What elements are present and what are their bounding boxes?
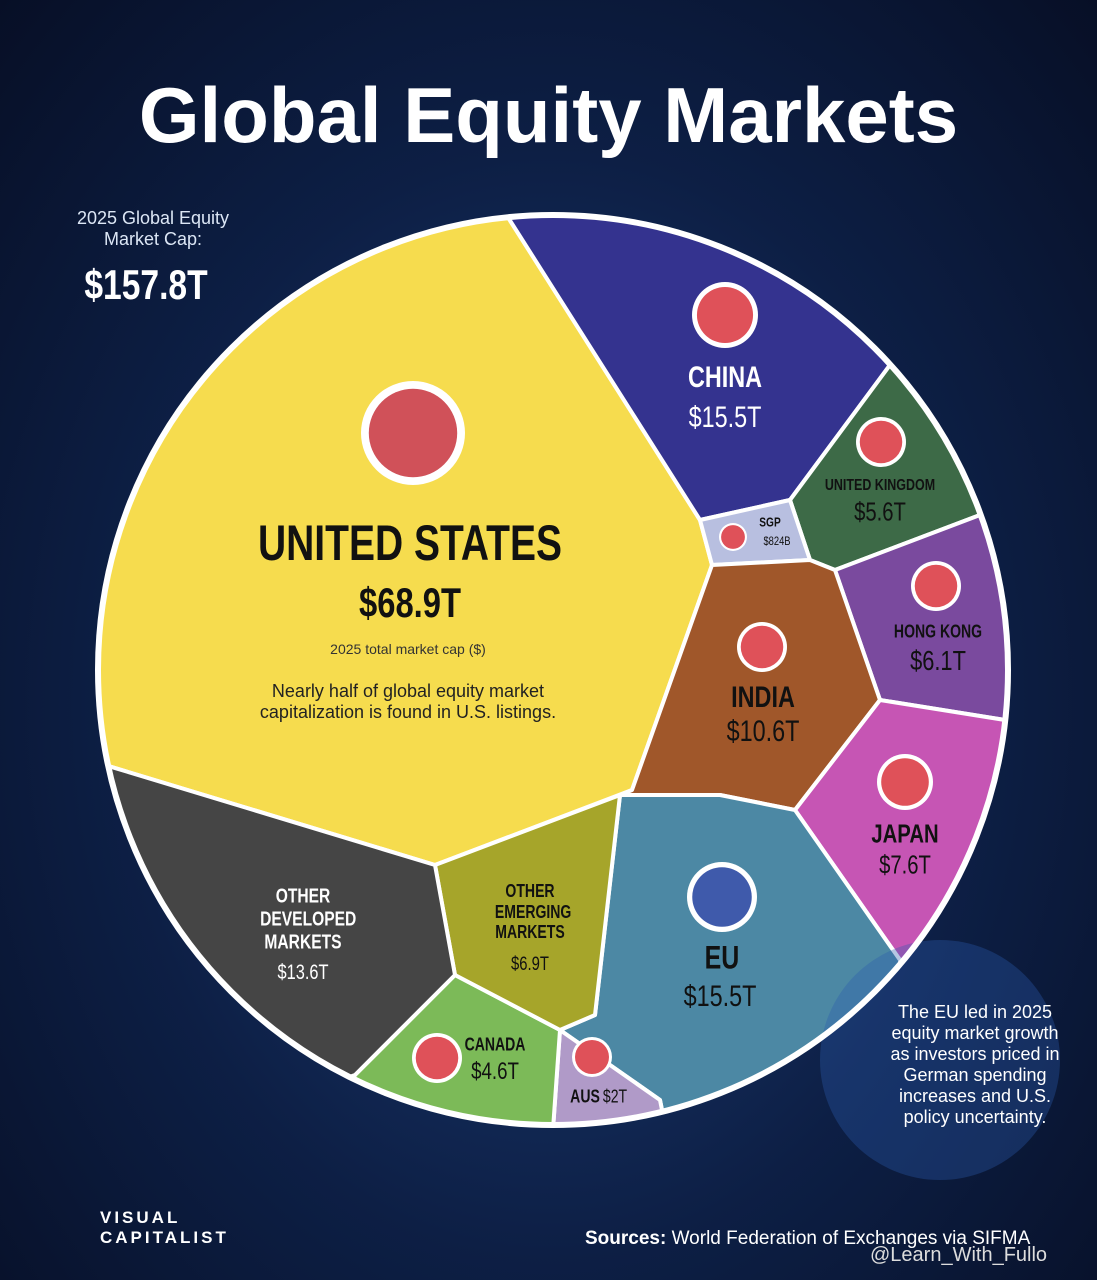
flag-inner (914, 564, 958, 608)
flag-inner (859, 420, 903, 464)
category-label: EU (704, 939, 740, 976)
value-label: $68.9T (359, 579, 461, 626)
total-label: 2025 Global Equity Market Cap: (76, 208, 230, 249)
category-label: OTHER DEVELOPED MARKETS (260, 885, 357, 954)
category-label: CANADA (464, 1034, 526, 1055)
category-label: SGP (759, 514, 781, 530)
value-label: $10.6T (726, 715, 800, 748)
source-line: Sources: World Federation of Exchanges v… (585, 1228, 1030, 1250)
category-label: UNITED KINGDOM (824, 477, 936, 494)
category-label: JAPAN (871, 818, 939, 849)
flag-inner (692, 867, 752, 927)
decor-circle (820, 940, 1060, 1180)
total-value: $157.8T (84, 261, 208, 308)
watermark: @Learn_With_Fullo (870, 1244, 1048, 1266)
total-circle (95, 212, 1011, 1128)
value-label: $13.6T (277, 961, 329, 984)
chart-title: Global Equity Markets (138, 71, 959, 159)
category-label: CHINA (687, 361, 763, 394)
eu-note: The EU led in 2025 equity market growth … (890, 1002, 1060, 1127)
flag-inner (740, 625, 784, 669)
flag-inner (415, 1036, 459, 1080)
category-label: OTHER EMERGING MARKETS (494, 880, 572, 943)
category-label: AUS (570, 1086, 600, 1107)
value-label: $824B (763, 534, 791, 548)
us-subtitle: 2025 total market cap ($) (330, 641, 486, 657)
flag-inner (368, 388, 458, 478)
flag-inner (881, 758, 929, 806)
category-label: UNITED STATES (257, 515, 563, 571)
value-label: $4.6T (471, 1058, 519, 1085)
value-label: $15.5T (683, 980, 757, 1013)
category-label: HONG KONG (893, 621, 983, 642)
flag-inner (575, 1040, 609, 1074)
flag-inner (721, 525, 745, 549)
value-label: $6.9T (511, 954, 549, 975)
value-label: $7.6T (879, 849, 931, 880)
category-label: INDIA (731, 681, 795, 714)
us-note: Nearly half of global equity market capi… (259, 681, 557, 722)
source-label: Sources: (585, 1228, 667, 1249)
value-label: $5.6T (854, 496, 906, 527)
value-label: $15.5T (688, 401, 762, 434)
flag-inner (696, 286, 754, 344)
value-label: $6.1T (910, 645, 966, 676)
value-label: $2T (602, 1086, 628, 1107)
logo: VISUAL CAPITALIST (100, 1208, 229, 1247)
source: World Federation of Exchanges via SIFMA (671, 1228, 1031, 1249)
